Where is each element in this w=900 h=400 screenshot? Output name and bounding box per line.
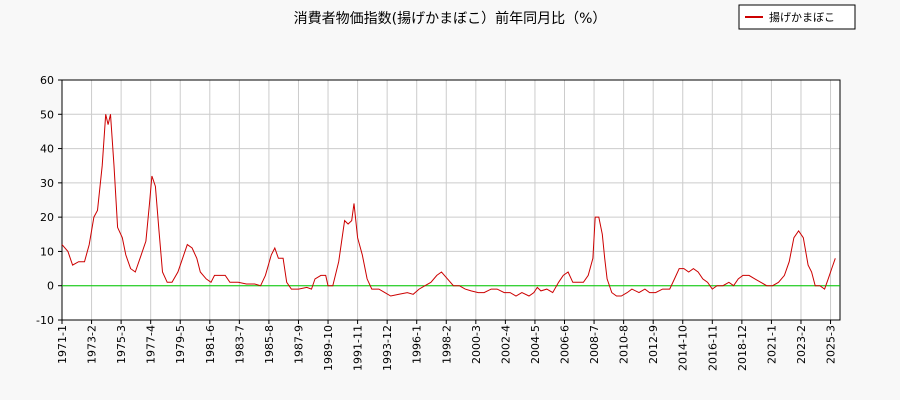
y-tick-label: 20 xyxy=(40,211,54,224)
x-tick-label: 2018-12 xyxy=(736,325,749,371)
y-tick-label: 50 xyxy=(40,108,54,121)
x-tick-label: 2010-8 xyxy=(618,325,631,364)
x-tick-label: 1998-2 xyxy=(440,325,453,364)
x-tick-label: 2021-1 xyxy=(765,325,778,364)
x-tick-label: 2023-2 xyxy=(795,325,808,364)
x-tick-label: 2008-7 xyxy=(588,325,601,364)
legend: 揚げかまぼこ xyxy=(738,4,856,30)
x-tick-label: 1981-6 xyxy=(204,325,217,364)
x-tick-label: 1979-5 xyxy=(174,325,187,364)
x-tick-label: 1977-4 xyxy=(145,325,158,364)
x-tick-label: 2012-9 xyxy=(647,325,660,364)
x-tick-label: 2004-5 xyxy=(529,325,542,364)
y-tick-label: 30 xyxy=(40,177,54,190)
x-tick-label: 1973-2 xyxy=(86,325,99,364)
x-tick-label: 1996-1 xyxy=(411,325,424,364)
data-line xyxy=(61,114,836,297)
x-tick-label: 2006-6 xyxy=(559,325,572,364)
x-tick-label: 2002-4 xyxy=(499,325,512,364)
chart-title: 消費者物価指数(揚げかまぼこ）前年同月比（%） xyxy=(294,10,607,27)
legend-label: 揚げかまぼこ xyxy=(769,11,835,24)
x-tick-label: 1993-12 xyxy=(381,325,394,371)
x-tick-label: 1989-10 xyxy=(322,325,335,371)
y-tick-label: -10 xyxy=(36,314,54,327)
x-tick-label: 1975-3 xyxy=(115,325,128,364)
y-tick-label: 10 xyxy=(40,245,54,258)
x-tick-label: 1987-9 xyxy=(292,325,305,364)
x-tick-label: 1983-7 xyxy=(233,325,246,364)
x-tick-label: 2014-10 xyxy=(677,325,690,371)
y-tick-label: 60 xyxy=(40,74,54,87)
x-tick-label: 1971-1 xyxy=(56,325,69,364)
y-tick-label: 40 xyxy=(40,143,54,156)
x-tick-label: 2025-3 xyxy=(825,325,838,364)
x-tick-label: 1991-11 xyxy=(352,325,365,371)
x-tick-label: 1985-8 xyxy=(263,325,276,364)
y-tick-label: 0 xyxy=(47,280,54,293)
plot-area xyxy=(62,80,840,320)
plot-frame xyxy=(61,79,841,321)
x-tick-label: 2000-3 xyxy=(470,325,483,364)
x-tick-label: 2016-11 xyxy=(706,325,719,371)
